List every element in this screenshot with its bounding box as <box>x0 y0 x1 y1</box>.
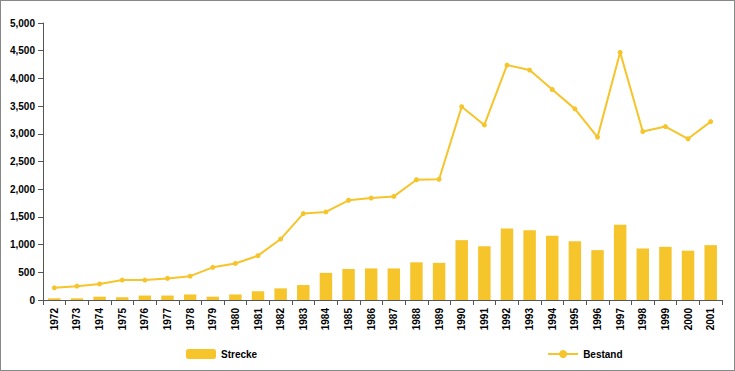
svg-text:1993: 1993 <box>524 308 535 331</box>
svg-text:2,000: 2,000 <box>10 184 35 195</box>
svg-text:1997: 1997 <box>615 308 626 331</box>
svg-text:1999: 1999 <box>660 308 671 331</box>
svg-text:1,000: 1,000 <box>10 239 35 250</box>
svg-text:1988: 1988 <box>411 308 422 331</box>
svg-text:3,000: 3,000 <box>10 128 35 139</box>
svg-text:1996: 1996 <box>592 308 603 331</box>
svg-text:1976: 1976 <box>139 308 150 331</box>
svg-text:1994: 1994 <box>547 308 558 331</box>
svg-text:1,500: 1,500 <box>10 211 35 222</box>
svg-text:1975: 1975 <box>117 308 128 331</box>
svg-text:5,000: 5,000 <box>10 18 35 29</box>
svg-text:500: 500 <box>18 267 35 278</box>
svg-text:1977: 1977 <box>162 308 173 331</box>
svg-text:1991: 1991 <box>479 308 490 331</box>
svg-text:Strecke: Strecke <box>221 349 258 360</box>
svg-text:Bestand: Bestand <box>583 349 622 360</box>
svg-text:1986: 1986 <box>366 308 377 331</box>
svg-text:1992: 1992 <box>501 308 512 331</box>
svg-text:0: 0 <box>29 295 35 306</box>
svg-text:1981: 1981 <box>253 308 264 331</box>
svg-text:1982: 1982 <box>275 308 286 331</box>
svg-text:4,500: 4,500 <box>10 45 35 56</box>
svg-text:1990: 1990 <box>456 308 467 331</box>
svg-text:2001: 2001 <box>705 308 716 331</box>
svg-text:1995: 1995 <box>569 308 580 331</box>
svg-text:1972: 1972 <box>49 308 60 331</box>
svg-text:1989: 1989 <box>434 308 445 331</box>
svg-text:1987: 1987 <box>388 308 399 331</box>
svg-text:4,000: 4,000 <box>10 73 35 84</box>
svg-text:1978: 1978 <box>185 308 196 331</box>
svg-text:1980: 1980 <box>230 308 241 331</box>
svg-text:3,500: 3,500 <box>10 101 35 112</box>
svg-text:2,500: 2,500 <box>10 156 35 167</box>
svg-text:1974: 1974 <box>94 308 105 331</box>
svg-text:1983: 1983 <box>298 308 309 331</box>
svg-text:1979: 1979 <box>207 308 218 331</box>
svg-text:1973: 1973 <box>71 308 82 331</box>
svg-text:1985: 1985 <box>343 308 354 331</box>
svg-text:1984: 1984 <box>320 308 331 331</box>
svg-text:1998: 1998 <box>637 308 648 331</box>
svg-text:2000: 2000 <box>683 308 694 331</box>
